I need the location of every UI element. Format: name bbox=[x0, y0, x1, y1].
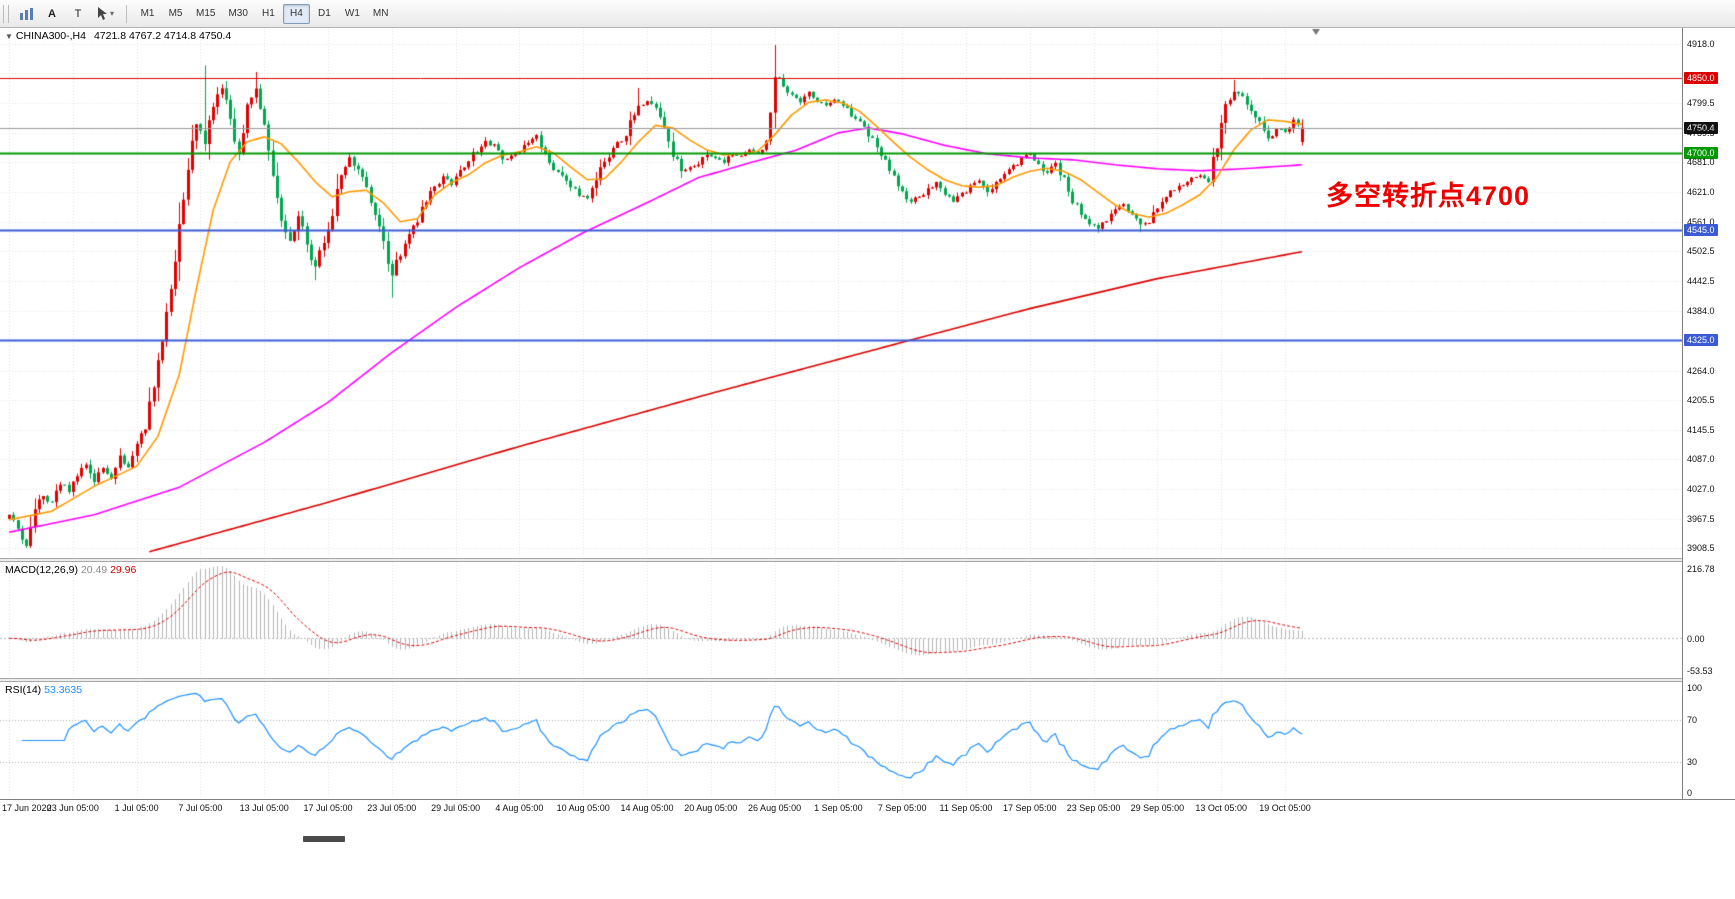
time-axis-label: 19 Oct 05:00 bbox=[1259, 803, 1311, 813]
macd-label: MACD(12,26,9) bbox=[5, 564, 78, 576]
timeframe-button-H4[interactable]: H4 bbox=[282, 3, 310, 24]
time-axis-label: 17 Jun 2020 bbox=[2, 803, 52, 813]
timeframe-button-W1[interactable]: W1 bbox=[344, 8, 360, 19]
annotation-text: 多空转折点4700 bbox=[1326, 181, 1531, 211]
time-axis[interactable]: 17 Jun 2020 23 Jun 05:00 1 Jul 05:00 7 Jul … bbox=[0, 799, 1735, 817]
time-axis-label: 10 Aug 05:00 bbox=[556, 803, 610, 813]
axis-label: 4918.0 bbox=[1687, 39, 1715, 49]
main-chart-canvas[interactable] bbox=[0, 28, 1682, 558]
chevron-down-icon: ▾ bbox=[110, 9, 115, 18]
timeframe-button-MN[interactable]: MN bbox=[372, 8, 389, 19]
time-axis-label: 4 Aug 05:00 bbox=[495, 803, 544, 813]
toolbar: A T ▾ M1 M5 M15 M30 H1 H4 D1 W1 MN bbox=[0, 0, 1735, 28]
text-annotation-button[interactable]: A bbox=[48, 7, 56, 20]
time-axis-label: 7 Sep 05:00 bbox=[877, 803, 927, 813]
rsi-title: RSI(14) 53.3635 bbox=[5, 684, 82, 696]
axis-label: 4621.0 bbox=[1687, 187, 1715, 197]
axis-label: 0.00 bbox=[1687, 633, 1705, 644]
price-axis[interactable]: 4918.0 4850.0 4799.5 4750.4 4739.5 4700.0 4681… bbox=[1682, 28, 1735, 799]
timeframe-button-H1[interactable]: H1 bbox=[262, 8, 275, 19]
price-level-badge: 4325.0 bbox=[1684, 334, 1718, 346]
axis-label: 3967.5 bbox=[1687, 514, 1715, 524]
timeframe-button-M5[interactable]: M5 bbox=[168, 8, 183, 19]
price-level-badge: 4700.0 bbox=[1684, 147, 1718, 159]
time-axis-label: 7 Jul 05:00 bbox=[178, 803, 223, 813]
main-price-pane: ▼ CHINA300-,H4 4721.8 4767.2 4714.8 4750.4… bbox=[0, 28, 1682, 558]
timeframe-button-M1[interactable]: M1 bbox=[140, 8, 155, 19]
timeframe-button-M30[interactable]: M30 bbox=[228, 8, 248, 19]
time-axis-label: 23 Jul 05:00 bbox=[367, 803, 417, 813]
axis-label: 4442.5 bbox=[1687, 276, 1715, 286]
ohlc-values: 4721.8 4767.2 4714.8 4750.4 bbox=[93, 30, 232, 42]
price-level-badge: 4850.0 bbox=[1684, 72, 1718, 84]
macd-signal-value: 29.96 bbox=[110, 564, 137, 576]
axis-label: 216.78 bbox=[1687, 564, 1715, 574]
axis-label: 0 bbox=[1687, 788, 1693, 798]
axis-label: 100 bbox=[1687, 683, 1703, 693]
time-axis-label: 23 Jun 05:00 bbox=[46, 803, 99, 813]
price-level-badge: 4750.4 bbox=[1684, 122, 1718, 134]
bottom-strip bbox=[0, 817, 1735, 899]
time-axis-label: 1 Jul 05:00 bbox=[114, 803, 159, 813]
time-axis-label: 20 Aug 05:00 bbox=[684, 803, 738, 813]
axis-label: 4087.0 bbox=[1687, 454, 1715, 464]
axis-label: 4384.0 bbox=[1687, 306, 1715, 316]
axis-label: 4027.0 bbox=[1687, 484, 1715, 494]
rsi-label: RSI(14) bbox=[5, 684, 42, 696]
time-axis-label: 29 Jul 05:00 bbox=[431, 803, 481, 813]
time-axis-label: 1 Sep 05:00 bbox=[814, 803, 863, 813]
chart-bars-icon-button[interactable] bbox=[14, 3, 38, 24]
time-axis-label: 29 Sep 05:00 bbox=[1130, 803, 1185, 813]
axis-label: 4799.5 bbox=[1687, 98, 1715, 108]
chart-area: ▼ CHINA300-,H4 4721.8 4767.2 4714.8 4750.4… bbox=[0, 28, 1735, 899]
chart-title: ▼ CHINA300-,H4 4721.8 4767.2 4714.8 4750.4 bbox=[5, 30, 231, 42]
time-axis-label: 14 Aug 05:00 bbox=[620, 803, 674, 813]
cursor-icon bbox=[97, 7, 108, 20]
pane-separator[interactable] bbox=[0, 558, 1735, 562]
axis-label: 4205.5 bbox=[1687, 395, 1715, 405]
axis-label: 30 bbox=[1687, 757, 1698, 767]
chart-bars-icon bbox=[19, 7, 33, 21]
macd-pane: MACD(12,26,9) 20.49 29.96 bbox=[0, 562, 1682, 678]
trendline-tool-button[interactable]: T bbox=[74, 7, 82, 20]
axis-label: 4145.5 bbox=[1687, 425, 1715, 435]
toolbar-drag-handle[interactable] bbox=[3, 4, 9, 23]
axis-label: 3908.5 bbox=[1687, 543, 1715, 553]
rsi-canvas[interactable] bbox=[0, 682, 1682, 799]
time-axis-label: 13 Oct 05:00 bbox=[1195, 803, 1247, 813]
axis-label: 70 bbox=[1687, 715, 1698, 725]
macd-title: MACD(12,26,9) 20.49 29.96 bbox=[5, 564, 136, 576]
timeframe-button-M15[interactable]: M15 bbox=[196, 8, 216, 19]
macd-main-value: 20.49 bbox=[80, 564, 108, 576]
pane-separator[interactable] bbox=[0, 678, 1735, 682]
time-axis-label: 26 Aug 05:00 bbox=[748, 803, 802, 813]
axis-label: 4681.0 bbox=[1687, 157, 1715, 167]
rsi-value: 53.3635 bbox=[44, 684, 83, 696]
h-scrollbar-thumb[interactable] bbox=[303, 836, 345, 842]
axis-label: 4739.5 bbox=[1687, 128, 1715, 138]
macd-canvas[interactable] bbox=[0, 562, 1682, 678]
time-axis-label: 23 Sep 05:00 bbox=[1066, 803, 1121, 813]
axis-label: 4264.0 bbox=[1687, 366, 1715, 376]
rsi-pane: RSI(14) 53.3635 bbox=[0, 682, 1682, 799]
time-axis-label: 13 Jul 05:00 bbox=[239, 803, 289, 813]
toolbar-separator bbox=[126, 4, 128, 23]
price-level-badge: 4545.0 bbox=[1684, 224, 1718, 236]
time-axis-label: 17 Sep 05:00 bbox=[1003, 803, 1057, 813]
axis-label: -53.53 bbox=[1687, 666, 1713, 676]
timeframe-bar: M1 M5 M15 M30 H1 H4 D1 W1 MN bbox=[134, 3, 394, 24]
time-axis-label: 17 Jul 05:00 bbox=[303, 803, 353, 813]
time-axis-label: 11 Sep 05:00 bbox=[939, 803, 993, 813]
symbol-timeframe-label: CHINA300-,H4 bbox=[15, 30, 86, 42]
axis-label: 4502.5 bbox=[1687, 246, 1715, 256]
axis-label: 4561.0 bbox=[1687, 217, 1715, 227]
timeframe-button-D1[interactable]: D1 bbox=[318, 8, 331, 19]
cursor-tool-dropdown[interactable]: ▾ bbox=[92, 3, 119, 24]
collapse-triangle-icon: ▼ bbox=[5, 32, 13, 41]
